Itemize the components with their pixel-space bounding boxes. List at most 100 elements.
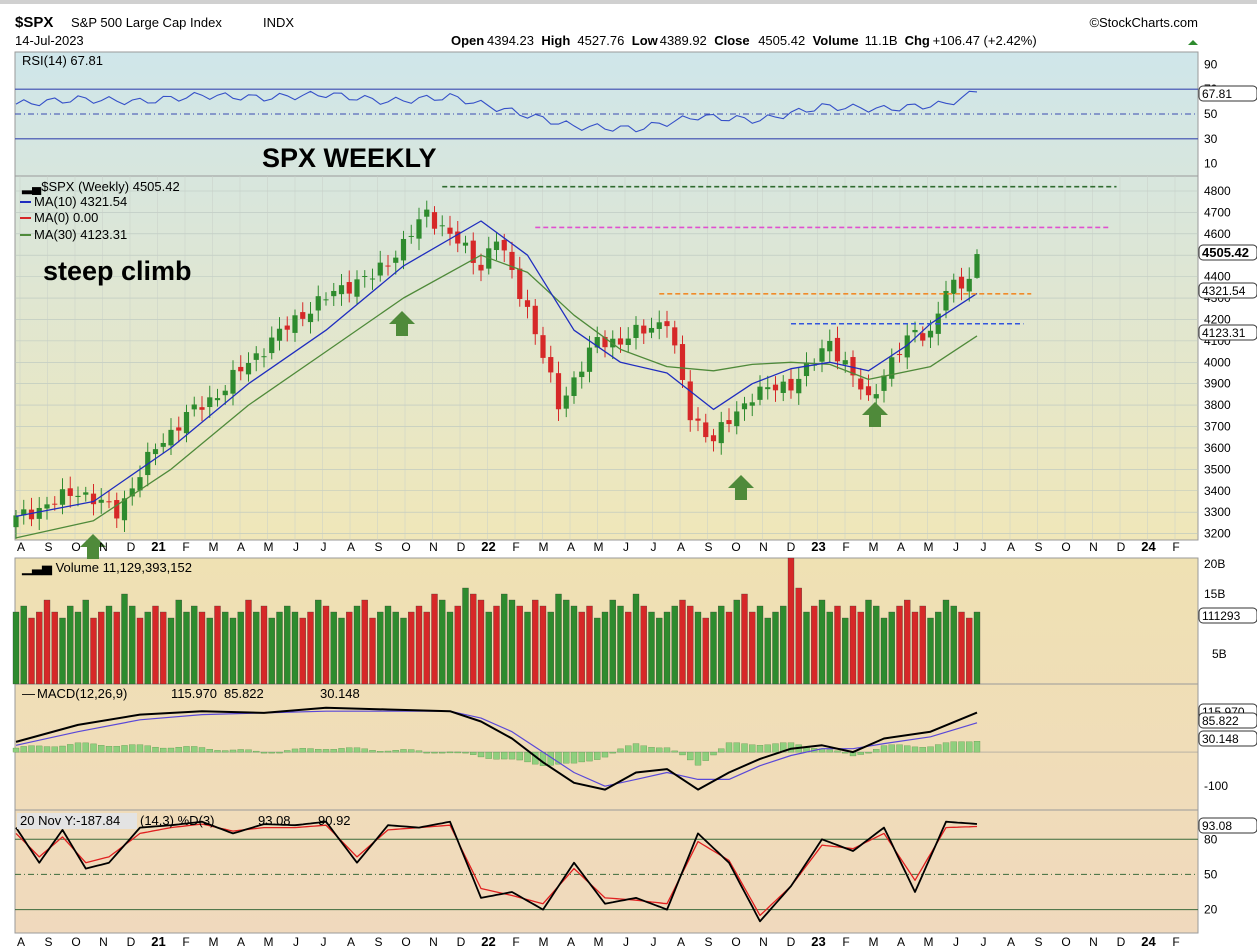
sto-d-line <box>15 823 978 917</box>
volume-bar-up <box>330 611 337 685</box>
macd-line <box>15 706 978 791</box>
price-candle-up <box>168 429 174 446</box>
header-high-value: 4527.76 <box>577 33 624 48</box>
price-legend-main: ▂▄$SPX (Weekly) 4505.42 <box>21 179 180 195</box>
macd-histogram-bar <box>477 751 485 758</box>
panel-frame-sto <box>14 809 1199 934</box>
price-candle-up <box>648 327 655 333</box>
macd-histogram-bar <box>586 751 593 762</box>
volume-bar-up <box>167 617 175 685</box>
price-candle-down <box>695 418 701 421</box>
macd-histogram-bar <box>880 745 888 753</box>
volume-legend: ▁▃▅ Volume 11,129,393,152 <box>21 560 192 576</box>
volume-bar-down <box>811 605 818 685</box>
price-candle-down <box>447 227 453 234</box>
volume-bar-down <box>90 617 97 685</box>
macd-histogram-bar <box>315 749 322 753</box>
price-candle-up <box>21 509 27 516</box>
price-candle-down <box>850 357 856 376</box>
sto-legend-k: 93.08 <box>258 813 291 828</box>
volume-bar-down <box>369 617 376 685</box>
volume-bar-up <box>656 617 663 685</box>
macd-histogram-bar <box>105 746 113 753</box>
price-candle-up <box>493 241 500 251</box>
price-tick-label: 3500 <box>1204 462 1231 476</box>
macd-histogram-bar <box>857 751 864 755</box>
price-x-label: S <box>1034 540 1042 554</box>
macd-histogram-bar <box>702 751 709 761</box>
volume-bar-up <box>105 605 113 685</box>
macd-histogram-bar <box>439 751 446 754</box>
price-candle-up <box>191 404 197 410</box>
sto-last-value-box <box>1198 817 1257 834</box>
price-x-label: A <box>677 540 685 554</box>
price-x-label: F <box>512 540 519 554</box>
volume-bar-up <box>384 605 392 685</box>
volume-bar-down <box>98 611 105 685</box>
macd-histogram-bar <box>36 745 43 753</box>
bottom-x-label: 21 <box>151 934 165 949</box>
price-candle-up <box>718 422 724 444</box>
price-x-label: M <box>869 540 879 554</box>
price-candle-down <box>501 239 507 251</box>
volume-bar-down <box>408 611 415 685</box>
price-candle-up <box>183 412 190 434</box>
volume-bar-up <box>764 617 771 685</box>
price-candle-up <box>439 225 445 227</box>
price-tick-label: 4000 <box>1204 355 1231 369</box>
volume-bar-up <box>780 605 787 685</box>
bottom-x-label: O <box>71 935 80 949</box>
volume-bar-up <box>485 611 492 685</box>
price-x-label: F <box>182 540 189 554</box>
price-candle-up <box>912 329 918 333</box>
macd-histogram-bar <box>330 749 337 753</box>
price-x-label: A <box>347 540 355 554</box>
volume-bar-down <box>578 611 585 685</box>
macd-histogram-bar <box>253 750 260 753</box>
volume-bar-up <box>12 611 20 685</box>
price-tick-label: 3200 <box>1204 527 1231 541</box>
header-name: S&P 500 Large Cap Index <box>71 15 222 30</box>
macd-histogram-bar <box>741 743 748 753</box>
price-x-label: D <box>787 540 796 554</box>
bottom-x-label: F <box>1172 935 1179 949</box>
volume-bar-up <box>563 599 570 685</box>
price-candle-down <box>385 265 391 267</box>
price-candle-down <box>114 500 120 519</box>
macd-histogram-bar <box>694 751 702 766</box>
bottom-x-label: M <box>209 935 219 949</box>
price-candle-up <box>323 299 329 301</box>
price-tick-label: 4600 <box>1204 227 1231 241</box>
bottom-x-label: A <box>897 935 905 949</box>
macd-histogram-bar <box>245 749 252 753</box>
volume-bar-down <box>795 587 802 685</box>
price-x-label: M <box>264 540 274 554</box>
price-legend-ma30: MA(30) 4123.31 <box>34 227 127 242</box>
macd-histogram-bar <box>198 747 206 753</box>
header-chg-label: Chg <box>905 33 930 48</box>
macd-last-hist-box <box>1198 730 1257 747</box>
macd-histogram-bar <box>772 743 779 753</box>
price-x-label: N <box>759 540 768 554</box>
macd-histogram-bar <box>12 747 20 753</box>
macd-histogram-bar <box>648 747 655 753</box>
price-candle-up <box>904 335 910 358</box>
price-candle-up <box>803 362 810 377</box>
bottom-x-label: O <box>1061 935 1070 949</box>
volume-bar-down <box>415 605 423 685</box>
macd-histogram-bar <box>749 744 756 753</box>
price-candle-up <box>377 262 383 276</box>
price-candle-up <box>594 337 600 348</box>
macd-legend-hist: 30.148 <box>320 686 360 701</box>
macd-histogram-bar <box>90 743 97 753</box>
volume-bar-up <box>400 617 407 685</box>
price-tick-label: 3400 <box>1204 484 1231 498</box>
macd-histogram-bar <box>640 745 647 753</box>
volume-bar-down <box>152 605 159 685</box>
volume-bar-down <box>849 605 857 685</box>
macd-histogram-bar <box>384 750 392 753</box>
price-candle-up <box>633 324 639 338</box>
bottom-x-label: A <box>1007 935 1015 949</box>
bottom-x-label: O <box>731 935 740 949</box>
bottom-x-label: N <box>429 935 438 949</box>
